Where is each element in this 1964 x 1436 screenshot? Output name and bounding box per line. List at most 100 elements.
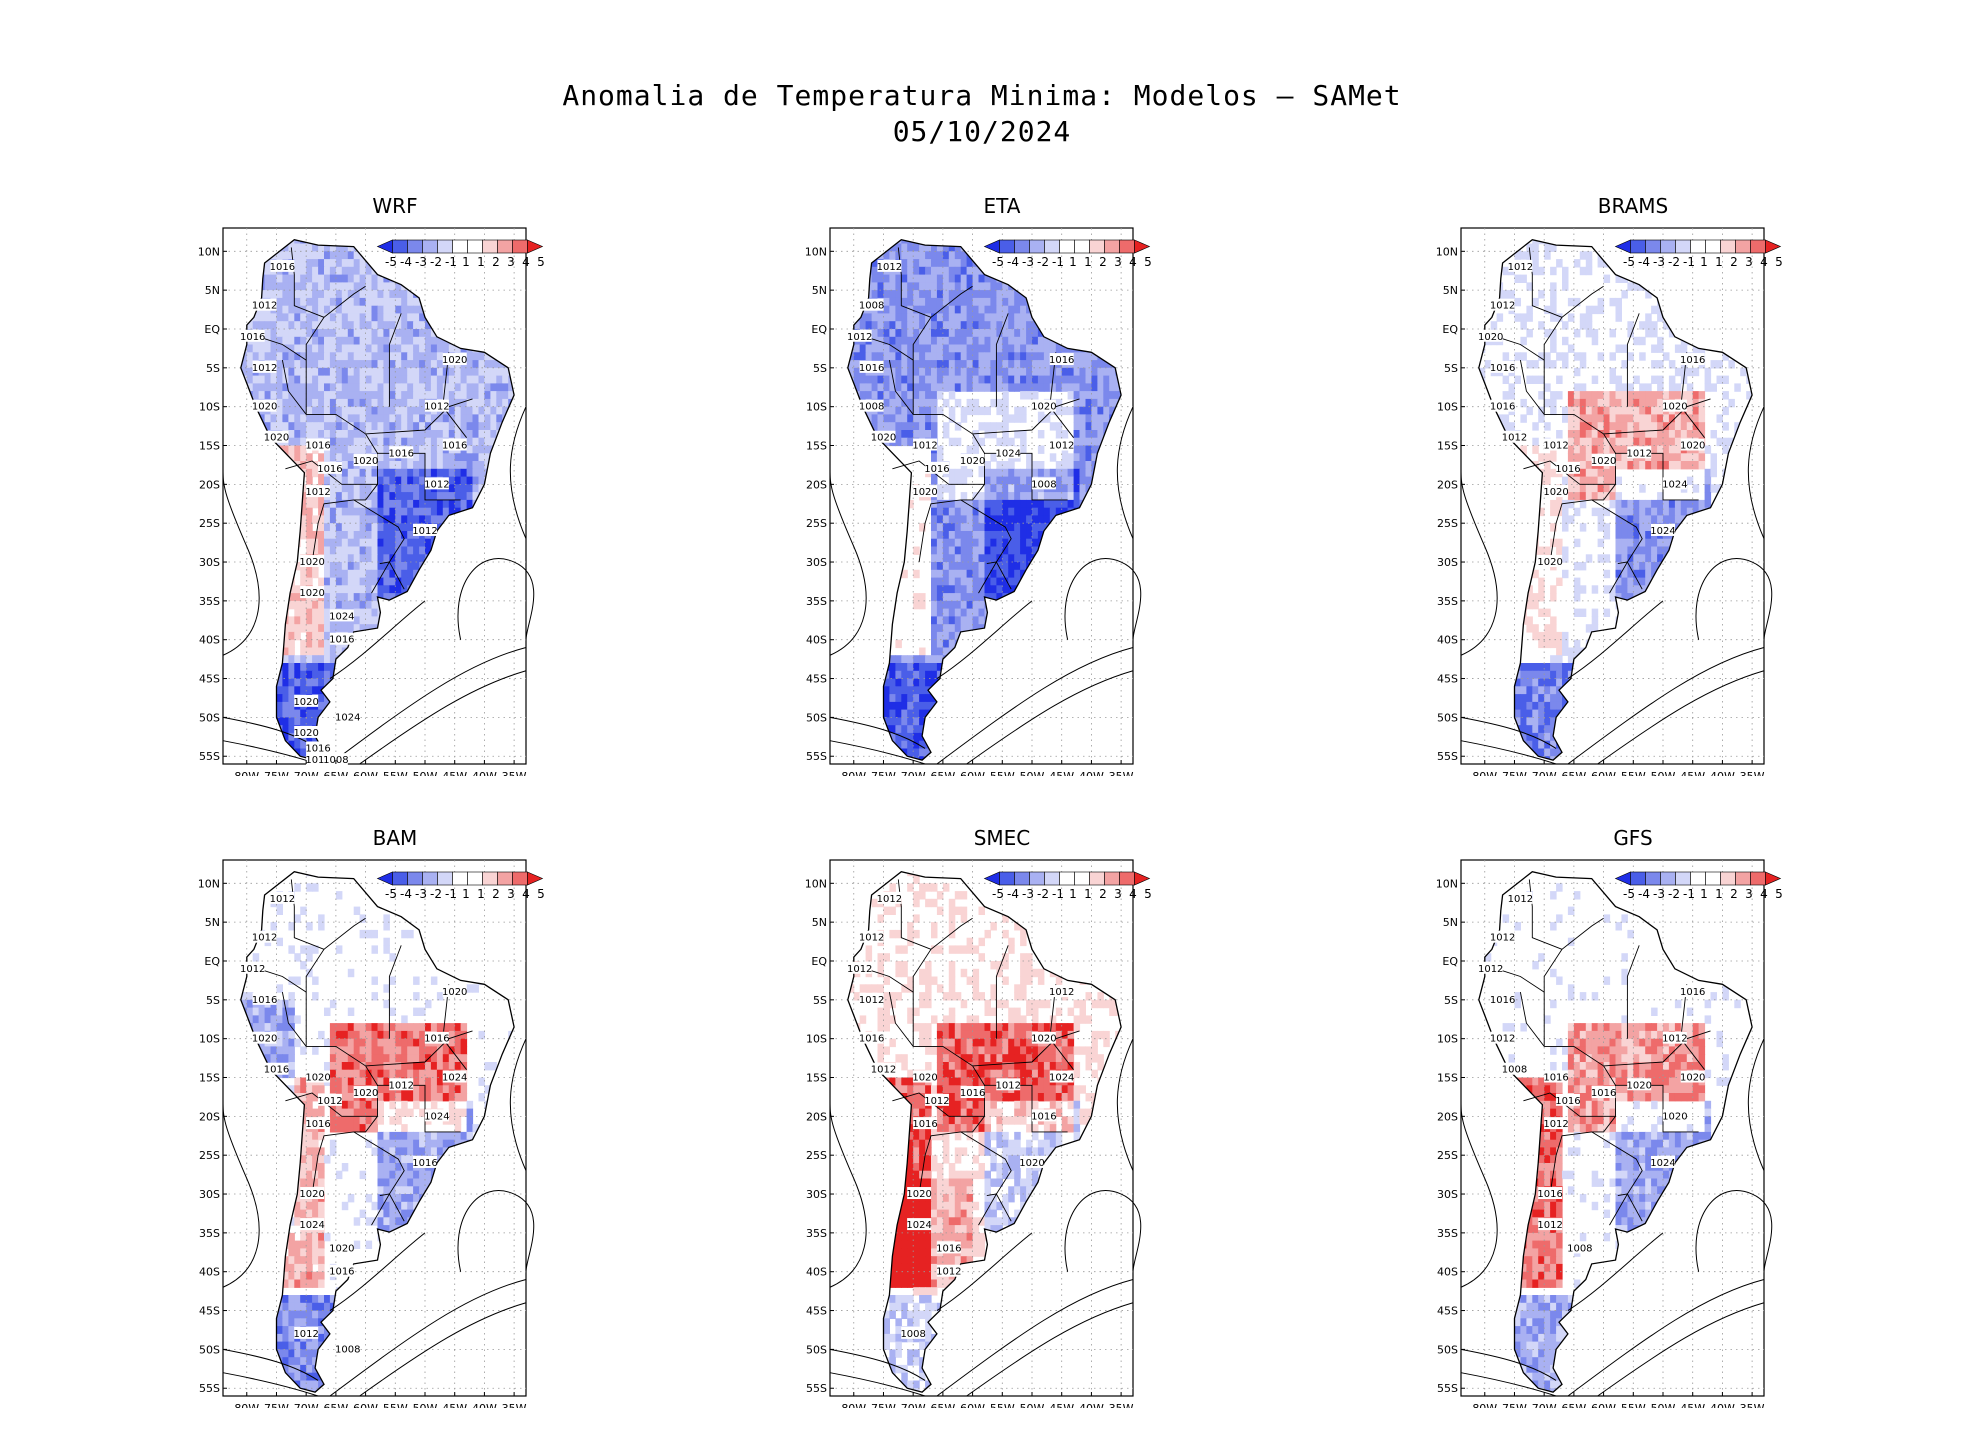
anomaly-cell (383, 352, 390, 361)
anomaly-cell (389, 569, 396, 579)
anomaly-cell (466, 468, 474, 478)
anomaly-cell (1002, 461, 1009, 470)
anomaly-cell (1049, 453, 1057, 462)
anomaly-cell (341, 499, 349, 509)
anomaly-cell (496, 422, 503, 431)
anomaly-cell (288, 717, 295, 726)
anomaly-cell (871, 414, 879, 423)
anomaly-cell (329, 624, 337, 633)
anomaly-cell (454, 453, 462, 462)
anomaly-cell (264, 290, 272, 299)
anomaly-cell (972, 274, 980, 283)
anomaly-cell (407, 499, 414, 509)
anomaly-cell (359, 538, 367, 548)
anomaly-cell (264, 375, 272, 384)
anomaly-cell (454, 398, 462, 408)
anomaly-cell (365, 569, 373, 579)
anomaly-cell (312, 259, 319, 268)
anomaly-cell (407, 290, 414, 299)
anomaly-cell (324, 663, 331, 672)
anomaly-cell (960, 266, 968, 276)
anomaly-cell (371, 297, 378, 307)
anomaly-cell (341, 297, 349, 307)
anomaly-cell (288, 709, 295, 718)
anomaly-cell (853, 344, 861, 353)
isobar-label-bg (306, 438, 331, 451)
anomaly-cell (276, 282, 283, 291)
anomaly-cell (294, 239, 301, 245)
anomaly-cell (383, 422, 390, 431)
anomaly-cell (282, 686, 289, 695)
anomaly-cell (419, 453, 426, 462)
anomaly-cell (276, 313, 283, 322)
anomaly-cell (318, 616, 325, 625)
anomaly-cell (377, 282, 384, 291)
anomaly-cell (454, 430, 462, 439)
anomaly-cell (318, 321, 325, 330)
anomaly-cell (401, 437, 408, 447)
anomaly-cell (347, 499, 355, 509)
anomaly-cell (318, 531, 325, 540)
anomaly-cell (318, 546, 325, 555)
anomaly-cell (978, 321, 985, 330)
anomaly-cell (395, 290, 402, 299)
legend-label: 2 (492, 255, 500, 269)
anomaly-cell (1109, 367, 1116, 377)
anomaly-cell (1085, 398, 1092, 408)
anomaly-cell (936, 297, 944, 307)
anomaly-cell (425, 383, 432, 392)
anomaly-cell (306, 461, 313, 470)
anomaly-cell (324, 243, 331, 252)
anomaly-cell (401, 406, 408, 416)
anomaly-cell (395, 585, 402, 594)
anomaly-cell (478, 367, 485, 377)
anomaly-cell (365, 321, 373, 330)
anomaly-cell (294, 422, 301, 431)
anomaly-cell (318, 259, 325, 268)
anomaly-cell (383, 367, 390, 377)
anomaly-cell (1008, 329, 1015, 338)
anomaly-cell (466, 367, 474, 377)
anomaly-cell (377, 461, 384, 470)
anomaly-cell (996, 360, 1003, 369)
anomaly-cell (312, 243, 319, 252)
anomaly-cell (329, 259, 337, 268)
anomaly-cell (365, 406, 373, 416)
anomaly-cell (883, 414, 890, 423)
anomaly-cell (347, 484, 355, 493)
anomaly-cell (954, 360, 962, 369)
anomaly-cell (371, 569, 378, 579)
anomaly-cell (1008, 414, 1015, 423)
anomaly-cell (984, 344, 991, 353)
anomaly-cell (353, 554, 361, 563)
anomaly-cell (395, 360, 402, 369)
anomaly-cell (347, 585, 355, 594)
anomaly-cell (341, 523, 349, 532)
anomaly-cell (389, 476, 396, 485)
anomaly-cell (282, 290, 289, 299)
anomaly-cell (1002, 336, 1009, 346)
anomaly-cell (907, 391, 914, 400)
anomaly-cell (1014, 383, 1021, 392)
anomaly-cell (960, 329, 968, 338)
anomaly-cell (1014, 406, 1021, 416)
anomaly-cell (371, 562, 378, 571)
anomaly-cell (353, 538, 361, 548)
anomaly-cell (972, 430, 980, 439)
anomaly-cell (895, 414, 902, 423)
anomaly-cell (407, 344, 414, 353)
anomaly-cell (436, 375, 444, 384)
anomaly-cell (365, 282, 373, 291)
anomaly-cell (1026, 344, 1033, 353)
anomaly-cell (990, 329, 997, 338)
anomaly-cell (436, 391, 444, 400)
anomaly-cell (1097, 398, 1104, 408)
anomaly-cell (907, 321, 914, 330)
anomaly-cell (324, 282, 331, 291)
anomaly-cell (347, 305, 355, 315)
anomaly-cell (454, 468, 462, 478)
anomaly-cell (430, 344, 438, 353)
anomaly-cell (1002, 321, 1009, 330)
anomaly-cell (365, 616, 373, 625)
anomaly-cell (312, 616, 319, 625)
